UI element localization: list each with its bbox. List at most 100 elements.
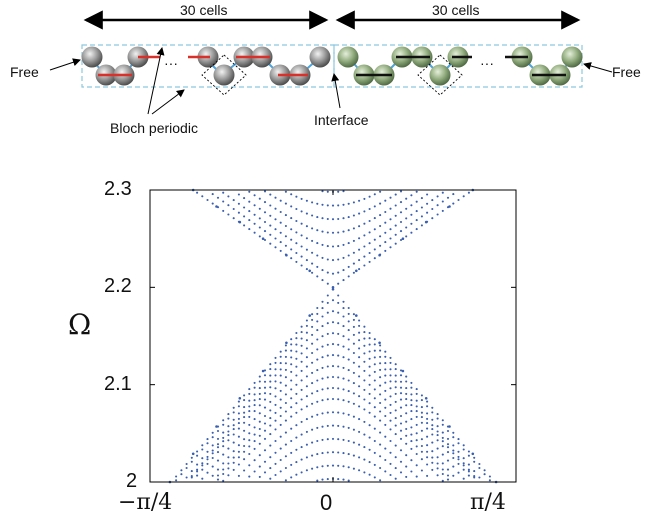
lower-band-point: [284, 410, 287, 413]
upper-band-point: [263, 230, 267, 233]
lower-band-point: [216, 459, 220, 462]
lower-band-point: [337, 294, 340, 297]
upper-band-point: [352, 201, 355, 204]
lower-band-point: [290, 370, 293, 373]
lower-band-point: [462, 464, 465, 467]
lower-band-point: [347, 479, 350, 482]
lower-band-point: [211, 465, 214, 468]
upper-band-point: [316, 229, 319, 232]
lower-band-point: [243, 469, 246, 472]
upper-band-point: [279, 199, 282, 202]
lower-band-point: [441, 472, 444, 476]
left-domain-box: [81, 44, 335, 88]
lower-band-point: [368, 461, 371, 464]
lower-band-point: [446, 437, 450, 440]
lower-band-point: [300, 369, 303, 372]
lower-band-point: [305, 405, 308, 408]
series-0-point: [401, 237, 405, 240]
lower-band-point: [248, 415, 251, 418]
lower-band-point: [237, 456, 240, 459]
bead: [81, 46, 103, 68]
upper-band-point: [389, 207, 392, 210]
lower-band-point: [358, 456, 361, 459]
lower-band-point: [352, 454, 355, 457]
lower-band-point: [305, 331, 308, 334]
lower-band-point: [316, 306, 319, 310]
lower-band-point: [227, 417, 230, 420]
lower-band-point: [384, 447, 387, 450]
lower-band-point: [462, 477, 465, 480]
lower-band-point: [415, 410, 418, 413]
x-tick-label: π/4: [470, 490, 506, 515]
upper-band-point: [358, 199, 361, 202]
lower-band-point: [237, 400, 240, 403]
lower-band-point: [222, 479, 225, 482]
lower-band-point: [243, 394, 246, 397]
upper-band-point: [248, 219, 251, 222]
upper-band-point: [399, 190, 403, 193]
lower-band-point: [290, 388, 293, 391]
lower-band-point: [185, 476, 188, 479]
lower-band-point: [415, 445, 418, 448]
upper-band-point: [248, 210, 251, 213]
bloch-arrow-1: [147, 47, 165, 115]
lower-band-point: [232, 406, 235, 409]
lower-band-point: [331, 397, 335, 401]
lower-band-point: [373, 343, 376, 346]
lower-band-point: [290, 427, 293, 430]
upper-band-point: [305, 237, 308, 240]
upper-band-point: [441, 209, 444, 212]
lower-band-point: [237, 422, 240, 425]
lower-band-point: [337, 311, 340, 314]
upper-band-point: [410, 222, 413, 225]
upper-band-point: [373, 193, 376, 196]
upper-band-point: [415, 219, 418, 222]
lower-band-point: [441, 453, 444, 456]
lower-band-point: [410, 418, 413, 421]
lower-band-point: [410, 433, 413, 436]
lower-band-point: [284, 368, 287, 371]
upper-band-point: [274, 228, 277, 231]
lower-band-point: [410, 386, 413, 389]
lower-band-point: [331, 310, 335, 313]
lower-band-point: [452, 436, 455, 439]
lower-band-point: [358, 356, 361, 359]
series-1-point: [168, 480, 172, 484]
lower-band-point: [368, 392, 371, 395]
lower-band-point: [248, 399, 251, 402]
lower-band-point: [311, 467, 314, 470]
lower-band-point: [358, 469, 361, 472]
upper-band-point: [284, 190, 287, 193]
lower-band-point: [352, 428, 355, 431]
lower-band-point: [368, 374, 371, 377]
lower-band-point: [431, 428, 434, 431]
lower-band-point: [227, 434, 230, 437]
upper-band-point: [358, 259, 361, 262]
lower-band-point: [211, 436, 214, 439]
y-tick-label: 2.3: [104, 178, 132, 200]
lower-band-point: [441, 445, 444, 448]
upper-band-point: [284, 224, 287, 228]
lower-band-point: [420, 421, 423, 424]
lower-band-point: [452, 452, 455, 455]
lower-band-point: [462, 444, 465, 447]
lower-band-point: [216, 429, 220, 433]
upper-band-point: [331, 286, 335, 289]
upper-band-point: [274, 207, 277, 210]
lower-band-point: [284, 479, 287, 482]
upper-band-point: [284, 214, 287, 217]
lower-band-point: [232, 428, 235, 431]
lower-band-point: [462, 448, 465, 451]
upper-band-point: [405, 217, 408, 220]
upper-band-point: [316, 275, 319, 278]
lower-band-point: [232, 456, 235, 459]
lower-band-point: [311, 371, 314, 374]
upper-band-point: [321, 203, 324, 206]
lower-band-point: [399, 471, 403, 474]
upper-band-point: [420, 197, 423, 200]
lower-band-point: [253, 433, 256, 436]
upper-band-point: [300, 197, 303, 200]
lower-band-point: [263, 422, 267, 425]
lower-band-point: [389, 361, 392, 364]
lower-band-point: [227, 447, 230, 450]
